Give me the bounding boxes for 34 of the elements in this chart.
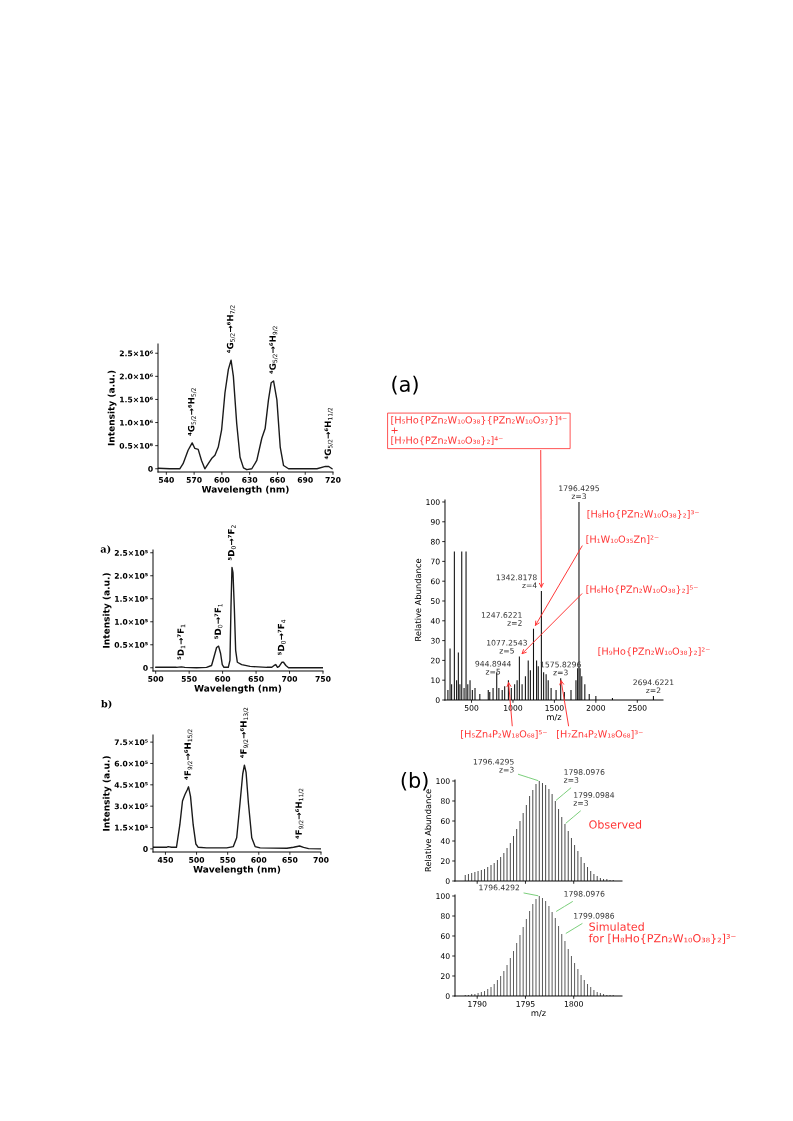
y-axis-title: Intensity (a.u.) bbox=[107, 370, 117, 446]
x-axis-title: Wavelength (nm) bbox=[193, 865, 281, 875]
annotation: ⁴F$_{9/2}$→⁶H$_{13/2}$ bbox=[240, 707, 249, 758]
y-axis-title: Relative Abundance bbox=[414, 558, 422, 641]
chart-title: (b) bbox=[401, 771, 428, 791]
annotation: Simulated for [H₈Ho{PZn₂W₁₀O₃₈}₂]³⁻ bbox=[588, 922, 736, 945]
annotation: [H₅Zn₄P₂W₁₈O₆₈]⁵⁻ bbox=[461, 730, 547, 739]
annotation: ⁵D$_{0}$→⁷F$_{2}$ bbox=[227, 525, 236, 561]
annotation: ⁴G$_{5/2}$→⁶H$_{5/2}$ bbox=[187, 388, 197, 436]
annotation: ⁵D$_{1}$→⁷F$_{1}$ bbox=[177, 624, 186, 660]
y-axis-title: Relative Abundance bbox=[424, 789, 432, 872]
chart-title: a) bbox=[100, 545, 111, 555]
annotation: ⁴G$_{5/2}$→⁶H$_{11/2}$ bbox=[324, 407, 333, 460]
annotation: [H₈Ho{PZn₂W₁₀O₃₈}₂]³⁻ bbox=[587, 510, 699, 519]
x-axis-title: Wavelength (nm) bbox=[194, 684, 282, 694]
annotation: Observed bbox=[589, 820, 642, 829]
annotation: ⁴F$_{9/2}$→⁶H$_{15/2}$ bbox=[184, 729, 193, 780]
y-axis-title: Intensity (a.u.) bbox=[102, 573, 112, 648]
chart-title: (a) bbox=[392, 375, 418, 395]
annotation: [H₇Zn₄P₂W₁₈O₆₈]³⁻ bbox=[557, 730, 643, 739]
annotation: ⁴G$_{5/2}$→⁶H$_{7/2}$ bbox=[226, 305, 236, 353]
annotation: ⁵D$_{0}$→⁷F$_{1}$ bbox=[214, 603, 223, 639]
x-axis-title: Wavelength (nm) bbox=[201, 485, 289, 495]
annotation: [H₅Ho{PZn₂W₁₀O₃₈}{PZn₂W₁₀O₃₇}]⁴⁻ + [H₇Ho{PZn₂W₁₀O₃₈}₂]⁴⁻ bbox=[391, 416, 567, 446]
annotation: [H₁W₁₀O₃₅Zn]²⁻ bbox=[586, 535, 659, 544]
x-axis-title: m/z bbox=[531, 1009, 546, 1017]
chart-title: b) bbox=[101, 699, 112, 709]
annotation: ⁴G$_{5/2}$→⁶H$_{9/2}$ bbox=[269, 326, 278, 374]
annotation: [H₉Ho{PZn₂W₁₀O₃₈}₂]²⁻ bbox=[598, 647, 710, 657]
y-axis-title: Intensity (a.u.) bbox=[102, 756, 112, 831]
annotation: ⁵D$_{0}$→⁷F$_{4}$ bbox=[277, 619, 286, 655]
annotation: ⁴F$_{9/2}$→⁶H$_{11/2}$ bbox=[295, 788, 304, 839]
x-axis-title: m/z bbox=[547, 713, 562, 721]
annotation: [H₆Ho{PZn₂W₁₀O₃₈}₂]⁵⁻ bbox=[586, 585, 698, 595]
